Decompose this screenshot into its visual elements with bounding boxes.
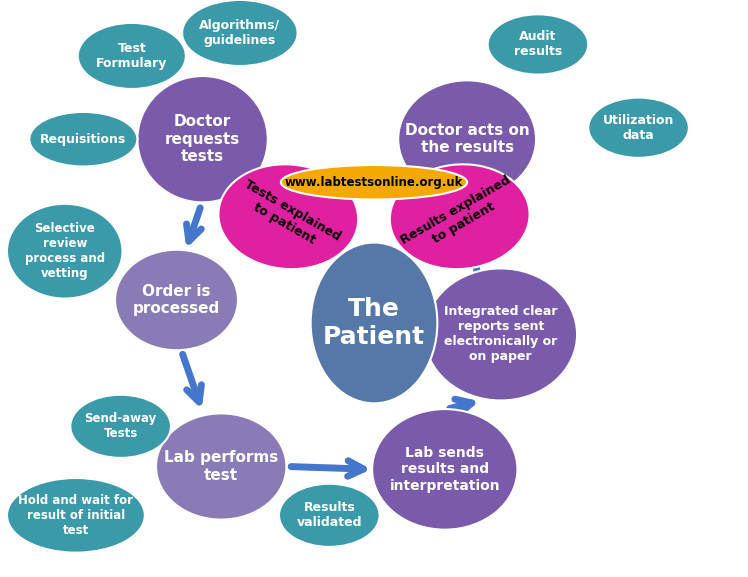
Ellipse shape [70, 395, 171, 458]
Text: Doctor acts on
the results: Doctor acts on the results [405, 123, 530, 155]
Ellipse shape [115, 250, 238, 350]
Ellipse shape [156, 413, 286, 520]
Text: Send-away
Tests: Send-away Tests [85, 413, 157, 440]
Text: Algorithms/
guidelines: Algorithms/ guidelines [199, 19, 280, 47]
Text: Integrated clear
reports sent
electronically or
on paper: Integrated clear reports sent electronic… [444, 305, 557, 364]
Ellipse shape [390, 164, 530, 269]
Ellipse shape [588, 98, 689, 158]
Ellipse shape [78, 23, 186, 89]
Text: Selective
review
process and
vetting: Selective review process and vetting [25, 222, 105, 280]
Ellipse shape [29, 112, 138, 167]
Ellipse shape [310, 242, 438, 403]
Ellipse shape [279, 484, 379, 547]
Text: Lab sends
results and
interpretation: Lab sends results and interpretation [390, 446, 500, 493]
Ellipse shape [424, 268, 577, 400]
Text: Tests explained
to patient: Tests explained to patient [234, 177, 343, 256]
Text: Audit
results: Audit results [514, 31, 562, 58]
Text: Test
Formulary: Test Formulary [96, 42, 168, 70]
Ellipse shape [373, 409, 518, 530]
Ellipse shape [7, 204, 123, 298]
Text: Results explained
to patient: Results explained to patient [399, 174, 521, 260]
Text: Results
validated: Results validated [296, 501, 362, 529]
Ellipse shape [138, 76, 268, 203]
Text: Utilization
data: Utilization data [603, 114, 674, 142]
Text: www.labtestsonline.org.uk: www.labtestsonline.org.uk [285, 176, 463, 189]
Text: Doctor
requests
tests: Doctor requests tests [165, 114, 240, 164]
Text: Lab performs
test: Lab performs test [164, 450, 278, 483]
Ellipse shape [218, 164, 358, 269]
Text: Hold and wait for
result of initial
test: Hold and wait for result of initial test [19, 494, 133, 537]
Ellipse shape [280, 165, 468, 200]
Text: The
Patient: The Patient [323, 297, 425, 349]
Ellipse shape [398, 80, 536, 198]
Ellipse shape [488, 14, 588, 74]
Ellipse shape [7, 478, 145, 553]
Text: Order is
processed: Order is processed [133, 284, 220, 316]
Text: Requisitions: Requisitions [40, 133, 126, 146]
Ellipse shape [182, 0, 298, 66]
